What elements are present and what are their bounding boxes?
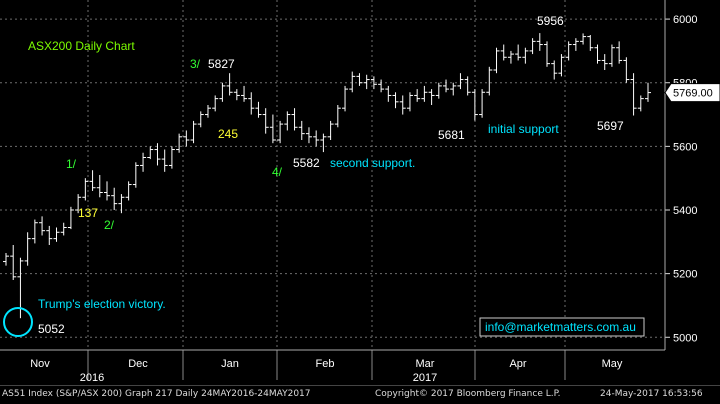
footer-security-info: AS51 Index (S&P/ASX 200) Graph 217 Daily… — [2, 389, 311, 399]
ohlc-chart: 500052005400560058006000NovDecJanFebMarA… — [0, 0, 720, 384]
annotation-label: 5681 — [438, 128, 465, 142]
x-month-label: Nov — [30, 358, 50, 370]
election-low-circle — [3, 307, 33, 337]
y-tick-label: 5600 — [673, 141, 697, 153]
annotation-label: 4/ — [272, 165, 283, 179]
annotation-label: 5827 — [208, 57, 235, 71]
x-month-label: Dec — [128, 358, 148, 370]
y-tick-label: 5000 — [673, 332, 697, 344]
website-box — [479, 317, 645, 337]
x-month-label: Jan — [221, 358, 239, 370]
annotation-label: 5956 — [537, 14, 564, 28]
footer-copyright: Copyright© 2017 Bloomberg Finance L.P. — [375, 389, 561, 399]
x-year-label: 2017 — [413, 372, 437, 384]
annotation-label: 245 — [218, 127, 238, 141]
last-price-label: 5769.00 — [673, 88, 713, 100]
annotation-label: 3/ — [190, 57, 201, 71]
x-month-label: Feb — [316, 358, 335, 370]
chart-title: ASX200 Daily Chart — [28, 39, 135, 53]
last-price-tag — [664, 83, 720, 103]
annotation-label: 1/ — [66, 157, 77, 171]
x-year-label: 2016 — [80, 372, 104, 384]
annotation-label: 137 — [78, 206, 98, 220]
x-month-label: Mar — [416, 358, 435, 370]
annotation-label: 5052 — [38, 322, 65, 336]
footer-timestamp: 24-May-2017 16:53:56 — [600, 389, 703, 399]
x-month-label: Apr — [509, 358, 526, 370]
annotation-label: 5697 — [597, 119, 624, 133]
annotation-label: 2/ — [104, 218, 115, 232]
annotation-label: initial support — [488, 122, 559, 136]
annotation-label: second support. — [330, 156, 415, 170]
y-tick-label: 5400 — [673, 205, 697, 217]
annotation-label: Trump's election victory. — [38, 297, 166, 311]
y-tick-label: 5200 — [673, 269, 697, 281]
footer-bar: AS51 Index (S&P/ASX 200) Graph 217 Daily… — [0, 385, 720, 404]
y-tick-label: 6000 — [673, 14, 697, 26]
annotation-label: 5582 — [293, 156, 320, 170]
website-label: info@marketmatters.com.au — [485, 320, 636, 334]
x-month-label: May — [602, 358, 623, 370]
